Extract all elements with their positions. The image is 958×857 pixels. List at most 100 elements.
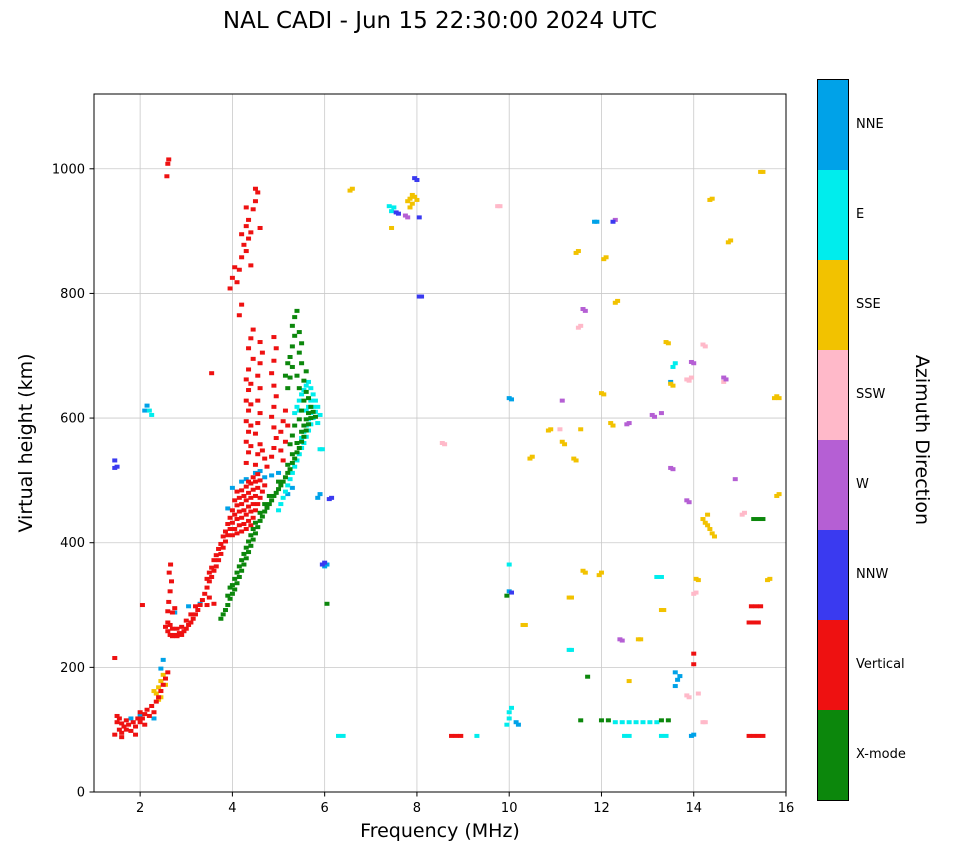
data-point-x-mode: [299, 429, 305, 434]
data-point-e: [282, 489, 288, 494]
data-point-vertical: [241, 493, 247, 498]
data-point-x-mode: [227, 585, 233, 590]
data-point-vertical: [211, 568, 217, 573]
data-point-x-mode: [220, 612, 226, 617]
data-point-vertical: [248, 230, 254, 235]
data-point-vertical: [252, 508, 258, 513]
data-point-e: [568, 647, 574, 652]
data-point-vertical: [758, 604, 764, 609]
data-point-vertical: [760, 733, 766, 738]
data-point-nnw: [329, 495, 335, 500]
colorbar-label-sse: SSE: [856, 297, 881, 312]
data-point-x-mode: [218, 616, 224, 621]
data-point-nne: [186, 604, 192, 609]
data-point-nne: [239, 479, 245, 484]
data-point-x-mode: [229, 591, 235, 596]
data-point-nne: [225, 506, 231, 511]
data-point-vertical: [264, 464, 270, 469]
data-point-x-mode: [605, 718, 611, 723]
data-point-x-mode: [239, 568, 245, 573]
data-point-vertical: [165, 620, 171, 625]
data-point-x-mode: [296, 417, 302, 422]
data-point-vertical: [243, 498, 249, 503]
data-point-vertical: [229, 533, 235, 538]
azimuth-colorbar: [817, 79, 849, 801]
data-point-x-mode: [282, 475, 288, 480]
data-point-x-mode: [289, 452, 295, 457]
plot-border: [93, 93, 787, 793]
data-point-x-mode: [232, 576, 238, 581]
data-point-vertical: [255, 373, 261, 378]
x-tick-label: 14: [685, 801, 702, 816]
data-point-x-mode: [289, 460, 295, 465]
data-point-vertical: [179, 632, 185, 637]
data-point-x-mode: [278, 483, 284, 488]
data-point-ssw: [741, 510, 747, 515]
data-point-sse: [709, 196, 715, 201]
data-point-e: [296, 398, 302, 403]
data-point-vertical: [121, 724, 127, 729]
data-point-vertical: [123, 727, 129, 732]
data-point-sse: [608, 421, 614, 426]
data-point-ssw: [578, 323, 584, 328]
data-point-x-mode: [234, 570, 240, 575]
data-point-w: [686, 500, 692, 505]
data-point-e: [278, 502, 284, 507]
data-point-e: [647, 720, 653, 725]
data-point-vertical: [250, 487, 256, 492]
data-point-sse: [548, 427, 554, 432]
data-point-vertical: [165, 609, 171, 614]
data-point-vertical: [751, 733, 757, 738]
data-point-vertical: [234, 489, 240, 494]
data-point-vertical: [165, 161, 171, 166]
data-point-vertical: [453, 733, 459, 738]
data-point-vertical: [278, 448, 284, 453]
data-point-x-mode: [301, 378, 307, 383]
data-point-vertical: [186, 622, 192, 627]
data-point-x-mode: [289, 344, 295, 349]
data-point-e: [654, 720, 660, 725]
data-point-vertical: [246, 236, 252, 241]
data-point-nne: [677, 674, 683, 679]
colorbar-segment-w: [818, 440, 848, 530]
data-point-vertical: [243, 205, 249, 210]
data-point-vertical: [192, 604, 198, 609]
data-point-x-mode: [243, 545, 249, 550]
data-point-x-mode: [285, 462, 291, 467]
data-point-vertical: [257, 495, 263, 500]
data-point-vertical: [248, 336, 254, 341]
data-point-x-mode: [303, 389, 309, 394]
data-point-vertical: [259, 489, 265, 494]
data-point-vertical: [225, 533, 231, 538]
data-point-e: [663, 733, 669, 738]
data-point-x-mode: [246, 539, 252, 544]
colorbar-label-x-mode: X-mode: [856, 747, 906, 762]
data-point-x-mode: [252, 520, 258, 525]
data-point-vertical: [204, 603, 210, 608]
data-point-vertical: [225, 522, 231, 527]
data-point-e: [280, 495, 286, 500]
data-point-x-mode: [227, 596, 233, 601]
data-point-e: [315, 421, 321, 426]
data-point-vertical: [755, 620, 761, 625]
y-tick-label: 800: [60, 287, 85, 302]
data-point-sse: [389, 225, 395, 230]
colorbar-segment-vertical: [818, 620, 848, 710]
colorbar-label-e: E: [856, 207, 865, 222]
data-point-sse: [573, 458, 579, 463]
data-point-x-mode: [222, 608, 228, 613]
data-point-x-mode: [248, 543, 254, 548]
data-point-x-mode: [324, 601, 330, 606]
data-point-sse: [702, 520, 708, 525]
y-tick-label: 0: [77, 786, 85, 801]
data-point-vertical: [232, 512, 238, 517]
data-point-vertical: [751, 620, 757, 625]
data-point-sse: [349, 186, 355, 191]
data-point-x-mode: [248, 533, 254, 538]
data-point-e: [509, 705, 515, 710]
data-point-x-mode: [266, 502, 272, 507]
data-point-vertical: [243, 377, 249, 382]
data-point-ssw: [686, 378, 692, 383]
data-point-vertical: [252, 462, 258, 467]
data-point-x-mode: [299, 408, 305, 413]
